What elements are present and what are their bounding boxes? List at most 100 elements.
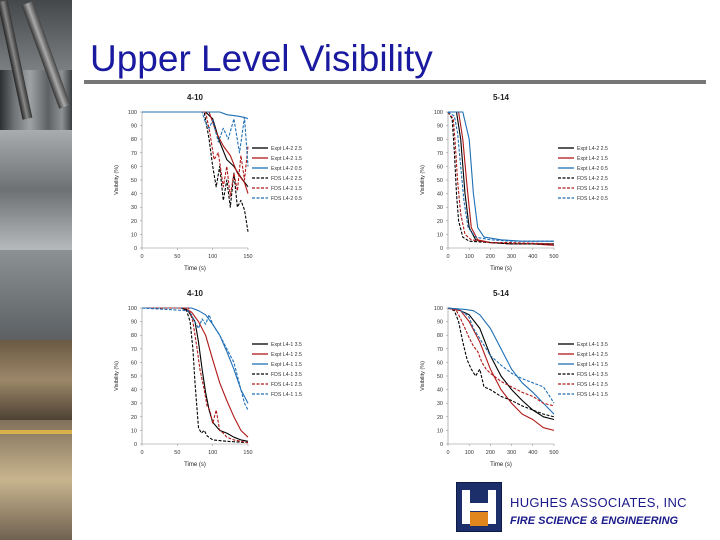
y-tick-label: 10 — [131, 232, 137, 238]
y-tick-label: 90 — [131, 320, 137, 326]
y-tick-label: 70 — [437, 151, 443, 157]
y-tick-label: 90 — [131, 124, 137, 130]
company-logo — [456, 482, 502, 532]
legend-label: FDS L4-1 1.5 — [577, 392, 608, 398]
x-axis-label: Time (s) — [184, 462, 206, 468]
x-tick-label: 400 — [528, 450, 537, 456]
y-tick-label: 20 — [131, 415, 137, 421]
y-tick-label: 60 — [131, 360, 137, 366]
y-tick-label: 70 — [131, 151, 137, 157]
legend-label: FDS L4-1 1.5 — [271, 392, 302, 398]
y-axis-label: Visibility (%) — [114, 361, 120, 391]
x-tick-label: 100 — [465, 254, 474, 260]
legend-label: Expt L4-1 1.5 — [577, 362, 608, 368]
y-tick-label: 10 — [437, 428, 443, 434]
y-tick-label: 60 — [437, 360, 443, 366]
x-axis-label: Time (s) — [184, 266, 206, 272]
chart-title: 5-14 — [493, 289, 510, 298]
x-tick-label: 150 — [243, 254, 252, 260]
legend-label: Expt L4-1 2.5 — [271, 352, 302, 358]
x-tick-label: 0 — [446, 254, 449, 260]
legend-label: FDS L4-2 0.5 — [271, 196, 302, 202]
slide-title: Upper Level Visibility — [90, 38, 433, 79]
chart-title: 4-10 — [187, 93, 204, 102]
series-line-fds-l4-2-2-5 — [447, 111, 554, 245]
series-line-fds-l4-2-2-5 — [142, 111, 249, 232]
series-line-expt-l4-2-0-5 — [142, 111, 249, 120]
y-axis-label: Visibility (%) — [420, 361, 426, 391]
y-axis-label: Visibility (%) — [420, 165, 426, 195]
y-tick-label: 0 — [134, 442, 137, 448]
y-tick-label: 10 — [131, 428, 137, 434]
series-line-expt-l4-2-1-5 — [142, 111, 249, 194]
y-tick-label: 30 — [131, 205, 137, 211]
legend-label: Expt L4-1 3.5 — [271, 342, 302, 348]
y-tick-label: 0 — [134, 246, 137, 252]
legend-label: FDS L4-2 0.5 — [577, 196, 608, 202]
x-tick-label: 400 — [528, 254, 537, 260]
company-tagline: FIRE SCIENCE & ENGINEERING — [510, 515, 679, 527]
series-line-fds-l4-1-2-5 — [447, 307, 555, 407]
y-tick-label: 30 — [437, 401, 443, 407]
legend-label: Expt L4-2 2.5 — [271, 146, 302, 152]
x-tick-label: 0 — [446, 450, 449, 456]
x-axis-label: Time (s) — [490, 462, 512, 468]
legend-label: Expt L4-2 0.5 — [271, 166, 302, 172]
y-tick-label: 20 — [131, 219, 137, 225]
x-tick-label: 300 — [507, 450, 516, 456]
y-tick-label: 60 — [437, 164, 443, 170]
y-tick-label: 60 — [131, 164, 137, 170]
y-tick-label: 70 — [437, 347, 443, 353]
y-tick-label: 100 — [434, 110, 443, 116]
chart-top-right: 5-14 0 10 20 30 40 50 60 70 80 90 100 0 100 200 300 400 5… — [420, 93, 608, 272]
y-tick-label: 90 — [437, 124, 443, 130]
chart-bottom-left: 4-10 0 10 20 30 40 50 60 70 80 90 100 0 50 100 150 Time … — [114, 289, 302, 468]
y-tick-label: 20 — [437, 219, 443, 225]
company-name: HUGHES ASSOCIATES, INC — [510, 495, 687, 510]
x-tick-label: 500 — [549, 450, 558, 456]
title-divider — [84, 80, 706, 84]
series-line-expt-l4-2-2-5 — [448, 111, 554, 245]
x-tick-label: 100 — [208, 450, 217, 456]
series-line-expt-l4-2-2-5 — [142, 111, 249, 188]
legend-label: FDS L4-1 3.5 — [271, 372, 302, 378]
y-tick-label: 50 — [131, 374, 137, 380]
y-tick-label: 20 — [437, 415, 443, 421]
series-line-expt-l4-1-1-5 — [447, 307, 555, 415]
series-line-expt-l4-1-2-5 — [447, 307, 555, 431]
series-line-fds-l4-1-3-5 — [447, 307, 555, 418]
series-line-fds-l4-1-3-5 — [142, 307, 249, 444]
y-tick-label: 100 — [128, 110, 137, 116]
y-tick-label: 50 — [437, 374, 443, 380]
y-tick-label: 40 — [437, 388, 443, 394]
x-tick-label: 50 — [174, 254, 180, 260]
y-tick-label: 80 — [437, 137, 443, 143]
legend-label: Expt L4-2 0.5 — [577, 166, 608, 172]
legend-label: FDS L4-1 2.5 — [577, 382, 608, 388]
y-tick-label: 30 — [437, 205, 443, 211]
chart-title: 5-14 — [493, 93, 510, 102]
y-axis-label: Visibility (%) — [114, 165, 120, 195]
x-tick-label: 200 — [486, 450, 495, 456]
legend-label: FDS L4-2 1.5 — [271, 186, 302, 192]
background-photo — [0, 0, 72, 540]
y-tick-label: 100 — [128, 306, 137, 312]
y-tick-label: 80 — [131, 333, 137, 339]
x-tick-label: 300 — [507, 254, 516, 260]
series-line-expt-l4-2-1-5 — [448, 111, 555, 246]
y-tick-label: 40 — [131, 388, 137, 394]
series-line-fds-l4-2-0-5 — [447, 111, 554, 242]
x-axis-label: Time (s) — [490, 266, 512, 272]
legend-label: Expt L4-2 1.5 — [577, 156, 608, 162]
legend-label: FDS L4-2 2.5 — [271, 176, 302, 182]
legend-label: FDS L4-2 1.5 — [577, 186, 608, 192]
chart-bottom-right: 5-14 0 10 20 30 40 50 60 70 80 90 100 0 100 200 300 400 5… — [420, 289, 608, 468]
y-tick-label: 50 — [437, 178, 443, 184]
y-tick-label: 0 — [440, 246, 443, 252]
legend-label: Expt L4-2 1.5 — [271, 156, 302, 162]
x-tick-label: 100 — [465, 450, 474, 456]
chart-top-left: 4-10 0 10 20 30 40 50 60 70 80 90 100 0 50 100 150 Time … — [114, 93, 302, 272]
y-tick-label: 100 — [434, 306, 443, 312]
x-tick-label: 50 — [174, 450, 180, 456]
x-tick-label: 0 — [140, 450, 143, 456]
